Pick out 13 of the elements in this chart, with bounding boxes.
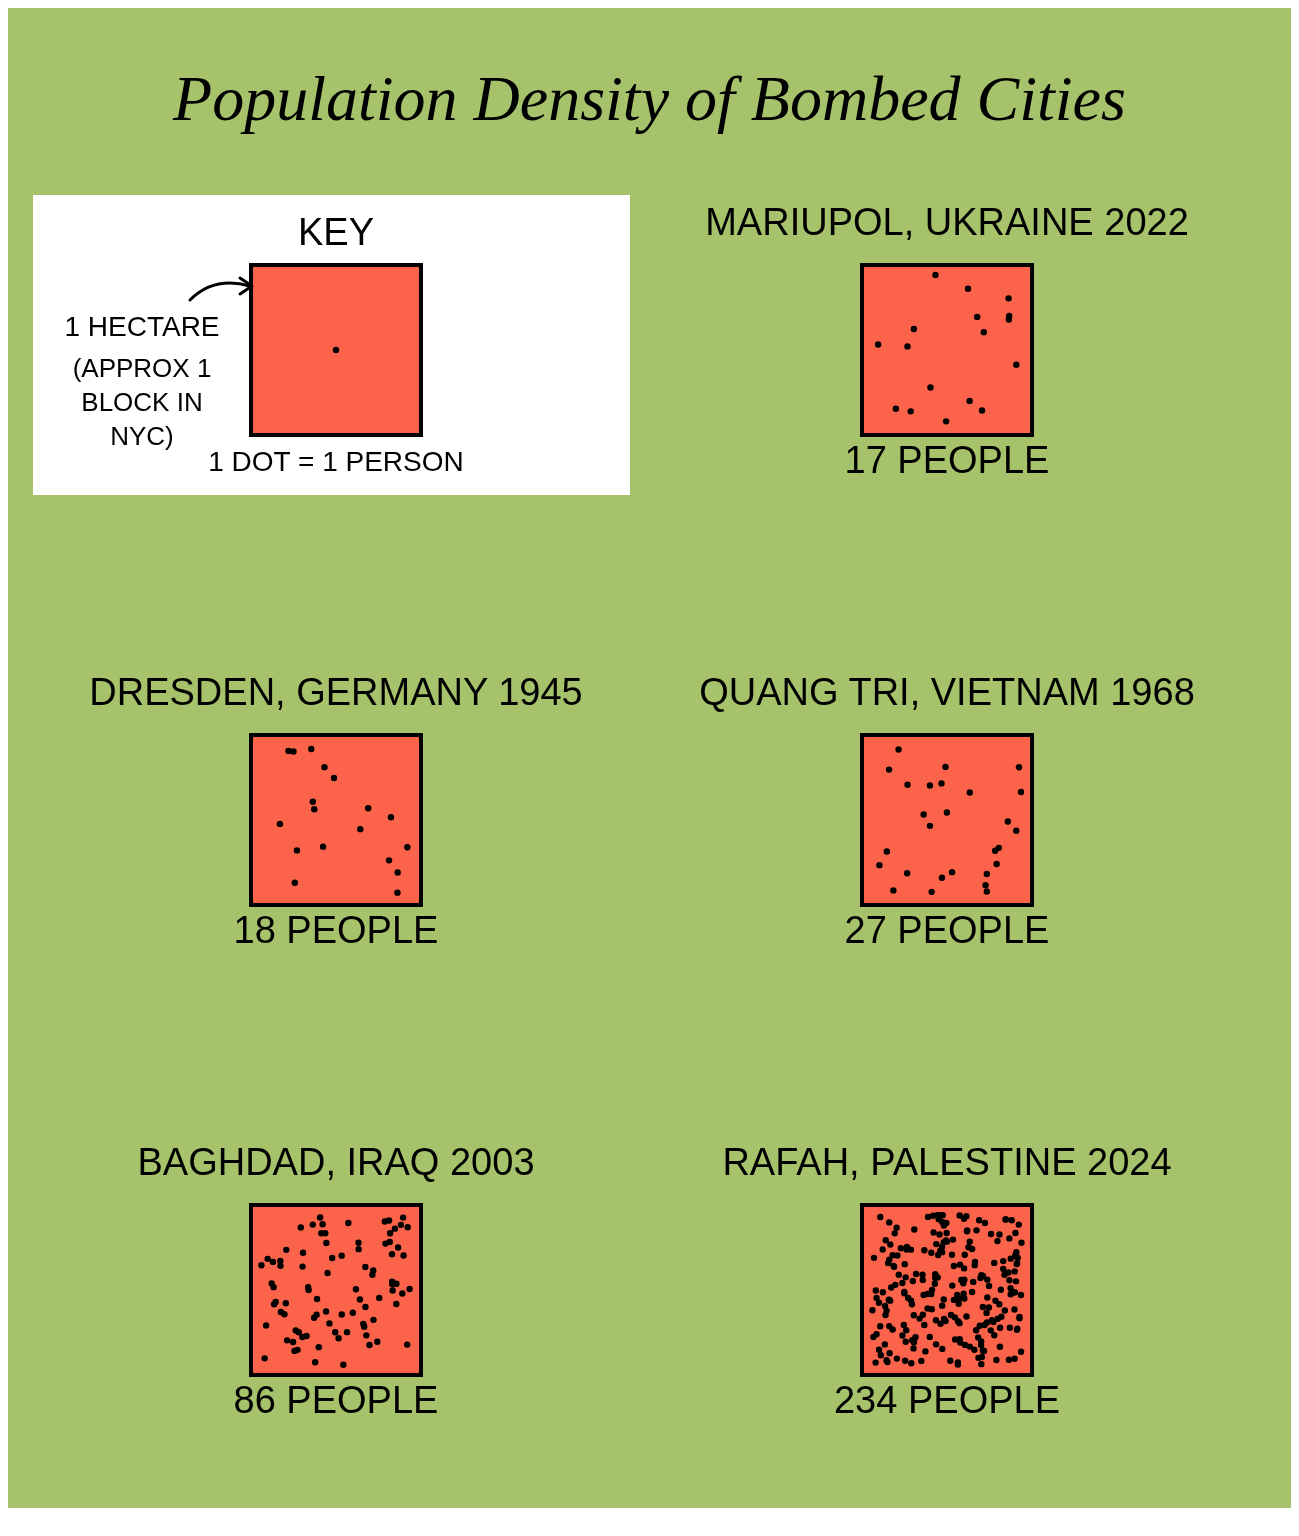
data-label: 234 PEOPLE [833, 1379, 1061, 1422]
text: Population Density of Bombed Cities [172, 62, 1126, 134]
data-label: 18 PEOPLE [233, 909, 439, 952]
data-label: 27 PEOPLE [844, 909, 1050, 952]
data-label: 86 PEOPLE [233, 1379, 439, 1422]
category-label: BAGHDAD, IRAQ 2003 [137, 1141, 535, 1184]
text: 1 HECTARE [64, 310, 220, 342]
data-label: 17 PEOPLE [844, 439, 1050, 482]
text: KEY [297, 211, 375, 254]
category-label: RAFAH, PALESTINE 2024 [722, 1141, 1172, 1184]
category-label: MARIUPOL, UKRAINE 2022 [705, 201, 1189, 244]
category-label: QUANG TRI, VIETNAM 1968 [699, 671, 1195, 714]
category-label: DRESDEN, GERMANY 1945 [89, 671, 583, 714]
